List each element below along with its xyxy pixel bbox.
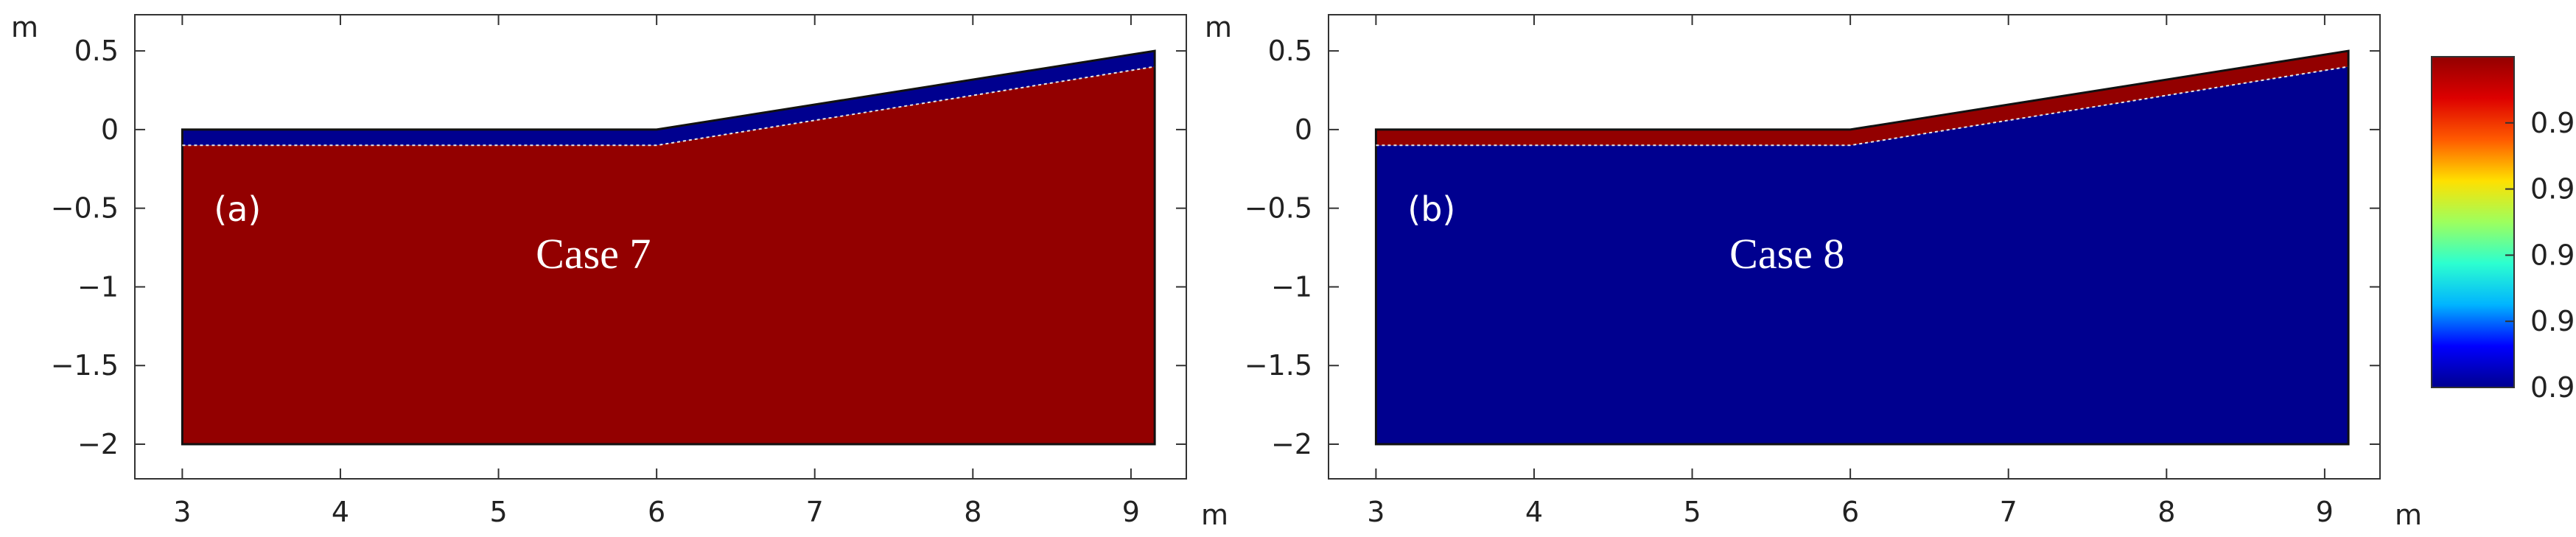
ticks-b bbox=[1329, 15, 2380, 479]
lower-region-b bbox=[1376, 66, 2349, 444]
colorbar-tick-label-0: 0.9 bbox=[2530, 371, 2575, 404]
y-tick-label-b-4: −1.5 bbox=[1245, 349, 1312, 382]
y-tick-label-a-1: 0 bbox=[101, 113, 119, 146]
y-tick-label-b-2: −0.5 bbox=[1245, 192, 1312, 225]
x-tick-label-b-6: 9 bbox=[2316, 496, 2334, 528]
plot-area-a bbox=[134, 14, 1187, 480]
panel-label-a: (a) bbox=[214, 189, 261, 229]
y-tick-label-b-3: −1 bbox=[1271, 270, 1312, 303]
case-label-b: Case 8 bbox=[1729, 230, 1844, 278]
panel-label-b: (b) bbox=[1407, 189, 1455, 229]
y-axis-unit-b: m bbox=[1205, 11, 1232, 43]
colorbar-gradient bbox=[2431, 56, 2515, 388]
x-tick-label-b-4: 7 bbox=[2000, 496, 2017, 528]
x-tick-labels-a: 3 4 5 6 7 8 9 bbox=[173, 496, 1140, 528]
x-tick-labels-b: 3 4 5 6 7 8 9 bbox=[1367, 496, 2334, 528]
x-axis-unit-a: m bbox=[1201, 499, 1228, 531]
x-tick-label-b-3: 6 bbox=[1841, 496, 1859, 528]
panel-b: 3 4 5 6 7 8 9 0.5 0 −0.5 −1 −1.5 −2 m m (b) Case 8 bbox=[1205, 11, 2422, 531]
domain-outline-b bbox=[1374, 49, 2350, 446]
x-tick-label-a-4: 7 bbox=[806, 496, 824, 528]
y-tick-labels-b: 0.5 0 −0.5 −1 −1.5 −2 bbox=[1245, 35, 1312, 460]
upper-layer-b bbox=[1376, 51, 2349, 146]
x-tick-label-a-0: 3 bbox=[173, 496, 191, 528]
case-label-a: Case 7 bbox=[536, 230, 651, 278]
plot-area-b bbox=[1328, 14, 2381, 480]
colorbar-ticks: 0.9 0.92 0.94 0.96 0.98 bbox=[2505, 107, 2576, 404]
domain-outline-a bbox=[181, 49, 1156, 446]
colorbar-tick-label-3: 0.96 bbox=[2530, 173, 2576, 206]
interface-line-b bbox=[1376, 66, 2349, 147]
x-axis-unit-b: m bbox=[2395, 499, 2422, 531]
colorbar-tick-label-4: 0.98 bbox=[2530, 107, 2576, 139]
x-tick-label-b-0: 3 bbox=[1367, 496, 1385, 528]
y-tick-labels-a: 0.5 0 −0.5 −1 −1.5 −2 bbox=[51, 35, 119, 460]
colorbar: 0.9 0.92 0.94 0.96 0.98 bbox=[2431, 56, 2576, 404]
x-tick-label-b-5: 8 bbox=[2157, 496, 2175, 528]
x-tick-label-a-5: 8 bbox=[964, 496, 981, 528]
y-tick-label-a-2: −0.5 bbox=[51, 192, 119, 225]
colorbar-tick-label-2: 0.94 bbox=[2530, 239, 2576, 271]
y-tick-label-b-0: 0.5 bbox=[1268, 35, 1312, 67]
lower-region-a bbox=[182, 66, 1155, 444]
y-tick-label-b-1: 0 bbox=[1295, 113, 1312, 146]
panel-a: 3 4 5 6 7 8 9 0.5 0 −0.5 −1 −1.5 −2 m m (a) Case 7 bbox=[11, 11, 1228, 531]
x-tick-label-a-2: 5 bbox=[489, 496, 507, 528]
upper-layer-a bbox=[182, 51, 1155, 146]
x-tick-label-b-2: 5 bbox=[1683, 496, 1701, 528]
y-tick-label-a-4: −1.5 bbox=[51, 349, 119, 382]
x-tick-label-a-3: 6 bbox=[648, 496, 665, 528]
x-tick-label-a-6: 9 bbox=[1122, 496, 1140, 528]
y-tick-label-a-3: −1 bbox=[77, 270, 119, 303]
colorbar-tick-label-1: 0.92 bbox=[2530, 305, 2576, 337]
x-tick-label-a-1: 4 bbox=[332, 496, 349, 528]
y-tick-label-a-0: 0.5 bbox=[74, 35, 119, 67]
y-tick-label-a-5: −2 bbox=[77, 428, 119, 460]
interface-line-a bbox=[182, 66, 1155, 147]
y-axis-unit-a: m bbox=[11, 11, 38, 43]
y-tick-label-b-5: −2 bbox=[1271, 428, 1312, 460]
x-tick-label-b-1: 4 bbox=[1525, 496, 1543, 528]
ticks-a bbox=[135, 15, 1186, 479]
